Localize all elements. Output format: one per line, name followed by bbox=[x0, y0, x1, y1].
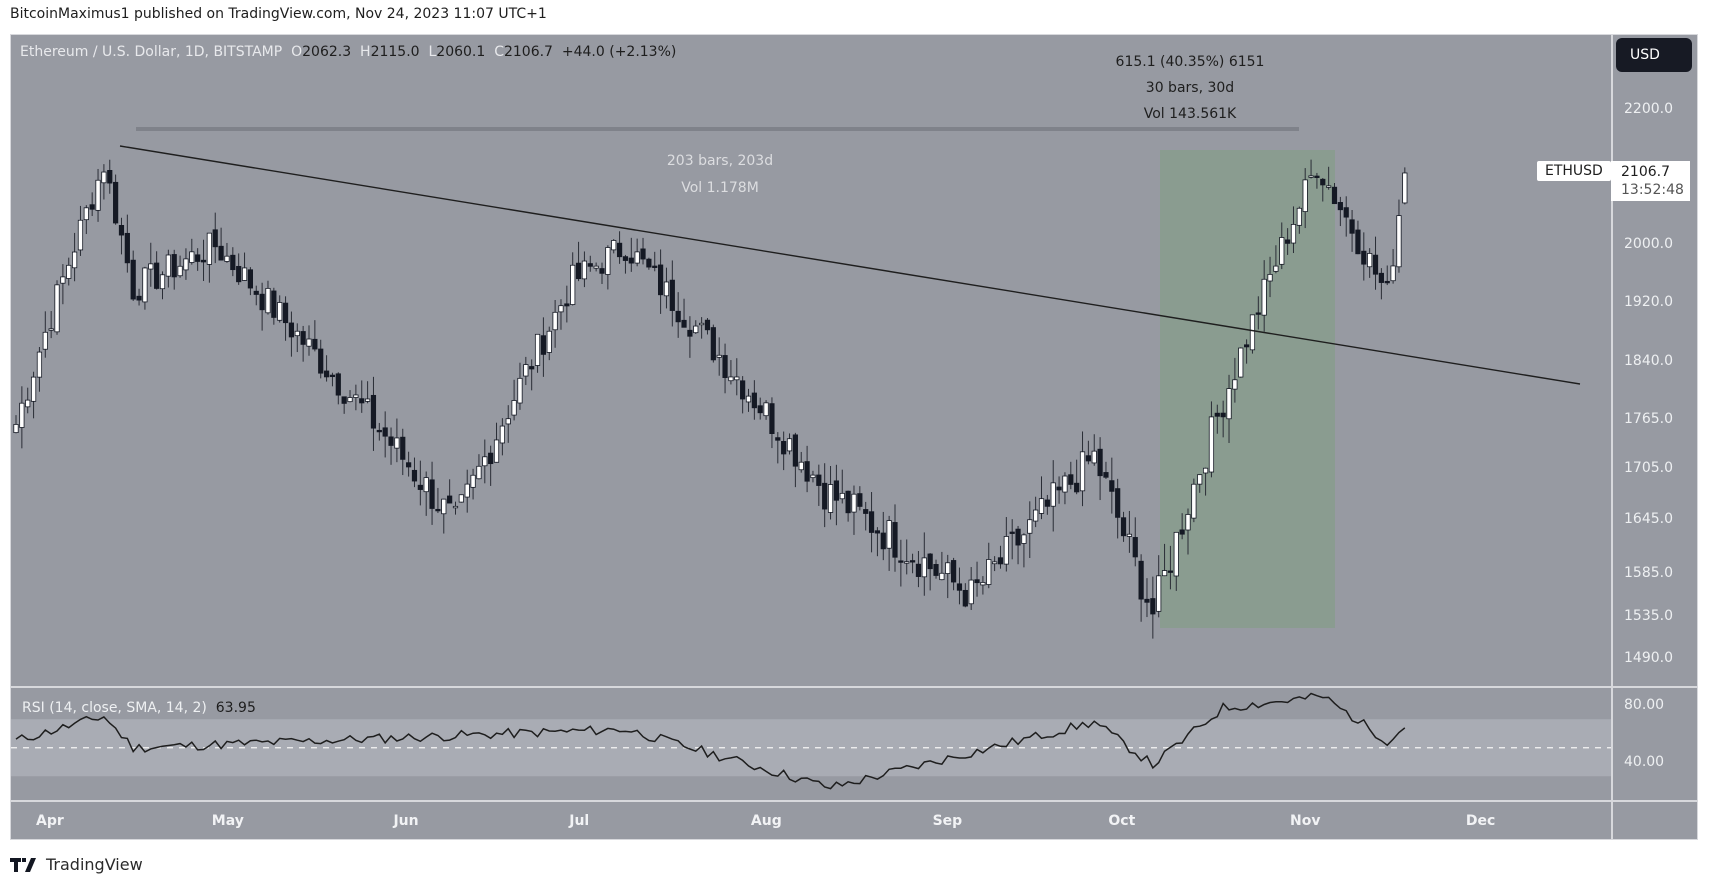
last-price-tag: 2106.7 13:52:48 bbox=[1611, 161, 1690, 201]
ticker-label: ETHUSD bbox=[1537, 161, 1611, 181]
bar-countdown: 13:52:48 bbox=[1621, 182, 1684, 198]
time-axis-label: Dec bbox=[1465, 813, 1496, 829]
low-value: 2060.1 bbox=[436, 44, 486, 60]
range-volume: Vol 1.178M bbox=[681, 180, 759, 196]
high-value: 2115.0 bbox=[370, 44, 420, 60]
price-axis-label: 2000.0 bbox=[1624, 236, 1673, 252]
close-value: 2106.7 bbox=[503, 44, 553, 60]
tradingview-logo[interactable]: TradingView bbox=[10, 855, 143, 874]
time-axis-label: Nov bbox=[1290, 813, 1321, 829]
price-axis-label: 1840.0 bbox=[1624, 353, 1673, 369]
time-axis-divider bbox=[10, 800, 1698, 802]
measure-change: 615.1 (40.35%) 6151 bbox=[1115, 54, 1265, 70]
rsi-label: RSI (14, close, SMA, 14, 2) bbox=[22, 700, 207, 716]
footer-brand: TradingView bbox=[46, 855, 143, 874]
range-bars: 203 bars, 203d bbox=[666, 153, 774, 169]
open-value: 2062.3 bbox=[302, 44, 352, 60]
price-axis-label: 1490.0 bbox=[1624, 650, 1673, 666]
chart-frame[interactable] bbox=[10, 34, 1698, 840]
measure-volume: Vol 143.561K bbox=[1143, 106, 1237, 122]
rsi-line bbox=[15, 692, 1406, 790]
price-axis-label: 1920.0 bbox=[1624, 294, 1673, 310]
open-label: O bbox=[291, 44, 303, 60]
publisher-line: BitcoinMaximus1 published on TradingView… bbox=[10, 6, 547, 22]
symbol-description: Ethereum / U.S. Dollar, 1D, BITSTAMP bbox=[20, 44, 283, 60]
price-axis-divider bbox=[1611, 34, 1613, 840]
time-axis-label: Apr bbox=[36, 813, 64, 829]
close-label: C bbox=[494, 44, 504, 60]
low-label: L bbox=[428, 44, 437, 60]
price-axis-label: 1765.0 bbox=[1624, 411, 1673, 427]
price-axis-label: 1535.0 bbox=[1624, 608, 1673, 624]
price-range-measure-label: 615.1 (40.35%) 6151 30 bars, 30d Vol 143… bbox=[1090, 54, 1290, 122]
candlestick-series[interactable] bbox=[13, 159, 1408, 639]
price-range-box[interactable] bbox=[1160, 150, 1335, 628]
last-price: 2106.7 bbox=[1621, 164, 1670, 180]
symbol-legend: Ethereum / U.S. Dollar, 1D, BITSTAMP O20… bbox=[20, 44, 676, 60]
change-value: +44.0 (+2.13%) bbox=[561, 44, 677, 60]
measure-bars: 30 bars, 30d bbox=[1145, 80, 1235, 96]
rsi-axis-80: 80.00 bbox=[1624, 697, 1665, 713]
tradingview-logo-icon bbox=[10, 857, 36, 872]
time-axis-label: Jul bbox=[569, 813, 590, 829]
high-label: H bbox=[360, 44, 371, 60]
rsi-value: 63.95 bbox=[215, 700, 256, 716]
price-axis-label: 1585.0 bbox=[1624, 565, 1673, 581]
time-axis-label: Aug bbox=[750, 813, 782, 829]
currency-button[interactable]: USD bbox=[1616, 38, 1692, 72]
price-axis-label: 2200.0 bbox=[1624, 101, 1673, 117]
date-range-bar[interactable] bbox=[136, 127, 1299, 131]
rsi-legend: RSI (14, close, SMA, 14, 2) 63.95 bbox=[22, 700, 256, 716]
time-axis-label: Sep bbox=[932, 813, 963, 829]
price-axis-label: 1645.0 bbox=[1624, 511, 1673, 527]
time-axis-label: Oct bbox=[1108, 813, 1136, 829]
date-range-measure-label: 203 bars, 203d Vol 1.178M bbox=[620, 153, 820, 196]
rsi-axis-40: 40.00 bbox=[1624, 754, 1665, 770]
price-axis-label: 1705.0 bbox=[1624, 460, 1673, 476]
time-axis-label: May bbox=[211, 813, 244, 829]
descending-trendline[interactable] bbox=[119, 145, 1581, 385]
rsi-pane-divider[interactable] bbox=[10, 686, 1698, 688]
time-axis-label: Jun bbox=[393, 813, 419, 829]
